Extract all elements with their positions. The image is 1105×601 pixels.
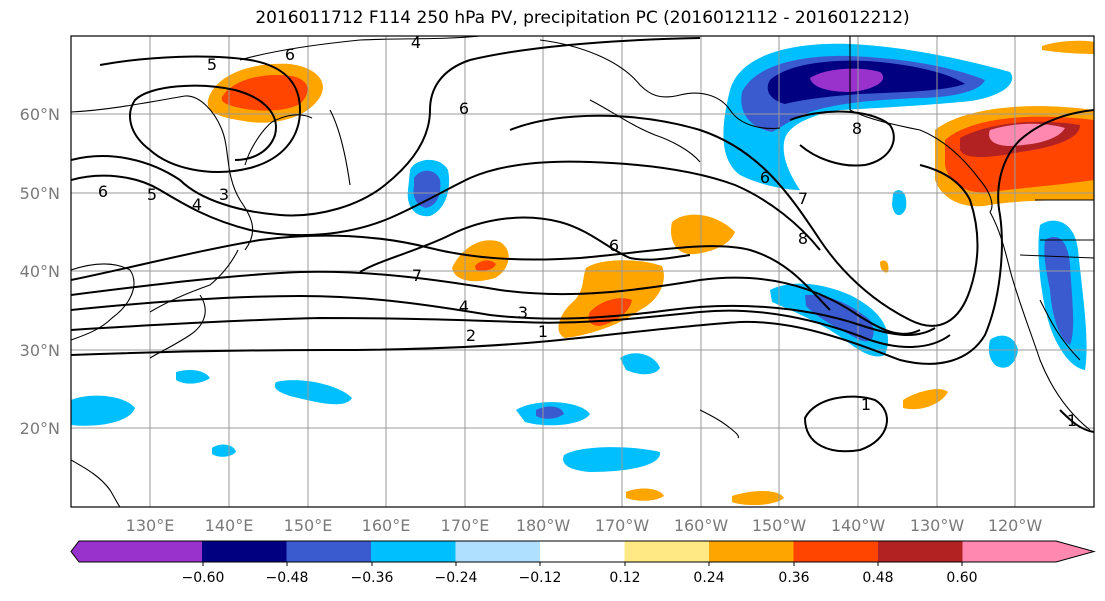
contour-label: 8 — [852, 119, 862, 138]
colorbar-swatch — [709, 541, 794, 562]
colorbar-swatch — [624, 541, 709, 562]
colorbar-swatch — [540, 541, 625, 562]
colorbar-outline — [70, 540, 1096, 563]
colorbar-swatch — [371, 541, 456, 562]
lon-label: 180°W — [516, 516, 571, 535]
contour-label: 3 — [219, 185, 229, 204]
colorbar-tick-label: 0.60 — [946, 570, 977, 586]
lat-axis: 60°N 50°N 40°N 30°N 20°N — [20, 105, 60, 438]
contour-label: 4 — [192, 195, 202, 214]
colorbar: −0.60 −0.48 −0.36 −0.24 −0.12 0.12 0.24 0.36 0.4… — [70, 540, 1096, 586]
lon-label: 130°W — [910, 516, 965, 535]
contour-label: 7 — [798, 189, 808, 208]
colorbar-swatch — [286, 541, 371, 562]
contour-label: 6 — [760, 168, 770, 187]
lon-label: 170°W — [595, 516, 650, 535]
lon-label: 130°E — [126, 516, 175, 535]
lon-label: 160°W — [674, 516, 729, 535]
pv-contours — [71, 37, 1094, 453]
contour-label: 5 — [207, 55, 217, 74]
contour-label: 6 — [609, 236, 619, 255]
contour-label: 1 — [538, 322, 548, 341]
lat-label: 30°N — [20, 341, 60, 360]
contour-label: 7 — [412, 266, 422, 285]
lon-label: 120°W — [988, 516, 1043, 535]
lon-label: 150°W — [752, 516, 807, 535]
colorbar-swatch — [793, 541, 878, 562]
contour-label: 4 — [459, 297, 469, 316]
lon-label: 140°E — [205, 516, 254, 535]
colorbar-tick-label: 0.24 — [693, 570, 724, 586]
lat-label: 50°N — [20, 184, 60, 203]
colorbar-tick-label: 0.12 — [609, 570, 640, 586]
lon-label: 150°E — [284, 516, 333, 535]
contour-label: 8 — [798, 229, 808, 248]
colorbar-tick-label: −0.12 — [519, 570, 562, 586]
colorbar-tick-label: −0.48 — [266, 570, 309, 586]
colorbar-tick-label: −0.36 — [351, 570, 394, 586]
colorbar-swatch — [455, 541, 540, 562]
lat-label: 20°N — [20, 419, 60, 438]
colorbar-tick-label: 0.48 — [862, 570, 893, 586]
lon-label: 160°E — [362, 516, 411, 535]
contour-label: 6 — [459, 99, 469, 118]
lon-label: 140°W — [831, 516, 886, 535]
map-title: 2016011712 F114 250 hPa PV, precipitatio… — [255, 8, 910, 28]
lat-label: 60°N — [20, 105, 60, 124]
contour-label: 6 — [285, 45, 295, 64]
lat-label: 40°N — [20, 262, 60, 281]
graticule — [71, 36, 1094, 507]
lon-label: 170°E — [441, 516, 490, 535]
contour-label: 1 — [861, 395, 871, 414]
contour-label: 6 — [98, 182, 108, 201]
colorbar-tick-label: −0.60 — [182, 570, 225, 586]
colorbar-tick-label: 0.36 — [778, 570, 809, 586]
colorbar-tick-label: −0.24 — [435, 570, 478, 586]
contour-label: 3 — [518, 303, 528, 322]
lon-axis: 130°E 140°E 150°E 160°E 170°E 180°W 170°… — [126, 516, 1043, 535]
contour-label: 1 — [1067, 411, 1077, 430]
colorbar-swatch — [878, 541, 963, 562]
map-frame — [70, 35, 1095, 508]
contour-label: 2 — [466, 326, 476, 345]
contour-label: 5 — [147, 185, 157, 204]
colorbar-swatch — [71, 541, 202, 562]
contour-label: 4 — [411, 33, 421, 52]
colorbar-swatch — [202, 541, 287, 562]
colorbar-swatch — [962, 541, 1094, 562]
